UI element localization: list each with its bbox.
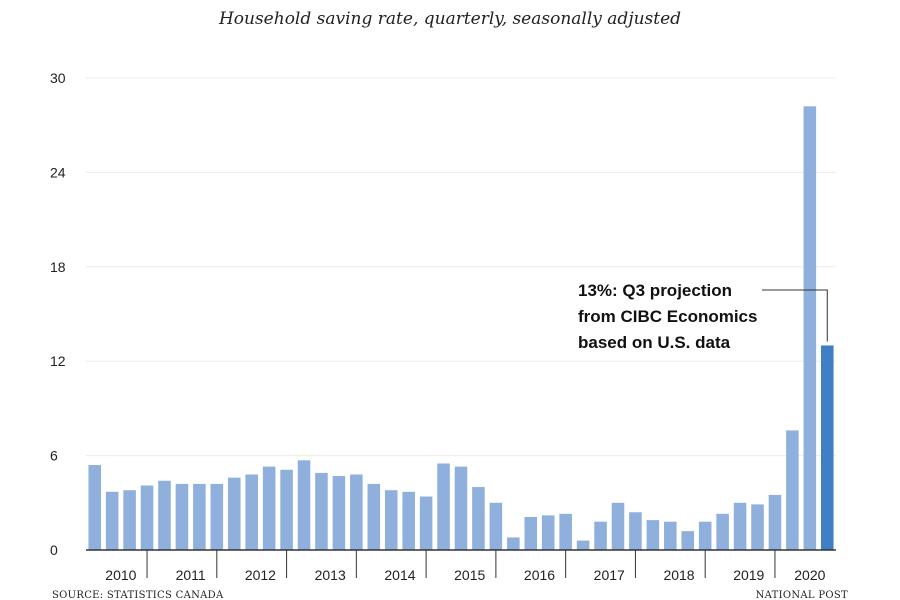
bar — [140, 485, 154, 550]
bar — [437, 463, 450, 550]
bar — [472, 487, 485, 550]
bar — [88, 465, 101, 550]
bar — [524, 516, 538, 550]
annotation: 13%: Q3 projection from CIBC Economics b… — [578, 281, 828, 352]
bar — [227, 477, 241, 550]
x-tick-label: 2018 — [663, 567, 694, 583]
bar — [489, 502, 503, 550]
annotation-line-3: based on U.S. data — [578, 333, 731, 352]
bar — [541, 515, 555, 550]
bar — [419, 496, 433, 550]
bar-projection — [821, 345, 834, 550]
bar — [245, 474, 258, 550]
bar — [681, 531, 695, 550]
x-tick-label: 2017 — [594, 567, 625, 583]
bar — [733, 502, 747, 550]
bar — [384, 490, 398, 550]
bar — [629, 512, 642, 550]
source-note: SOURCE: STATISTICS CANADA — [52, 590, 224, 600]
x-tick-label: 2013 — [315, 567, 346, 583]
x-tick-label: 2019 — [733, 567, 764, 583]
bar — [315, 472, 328, 550]
x-tick-label: 2020 — [794, 567, 825, 583]
bar — [594, 521, 607, 550]
x-tick-label: 2014 — [384, 567, 415, 583]
x-tick-label: 2010 — [105, 567, 136, 583]
bar — [193, 483, 206, 550]
bar — [507, 537, 520, 550]
bars — [88, 106, 834, 550]
bar — [803, 106, 817, 550]
bar — [402, 491, 415, 550]
gridlines — [86, 77, 836, 457]
bar — [158, 480, 171, 550]
x-axis-ticks: 2010 2011 2012 2013 2014 2015 2016 2017 2018 2019… — [105, 550, 826, 583]
bar — [105, 491, 119, 550]
y-tick-label: 30 — [50, 70, 66, 86]
bar — [576, 540, 590, 550]
annotation-line-1: 13%: Q3 projection — [578, 281, 732, 300]
y-axis-ticks: 0 6 12 18 24 30 — [50, 70, 66, 558]
annotation-line-2: from CIBC Economics — [578, 307, 757, 326]
bar — [716, 513, 729, 550]
bar — [768, 494, 782, 550]
bar — [332, 476, 346, 550]
x-tick-label: 2012 — [245, 567, 276, 583]
annotation-leader-line — [762, 289, 828, 342]
x-tick-label: 2011 — [176, 567, 206, 583]
bar — [175, 483, 189, 550]
bar — [297, 460, 311, 550]
bar — [123, 490, 136, 550]
bar — [280, 469, 293, 550]
x-tick-label: 2016 — [524, 567, 555, 583]
bar — [611, 502, 625, 550]
y-tick-label: 18 — [50, 259, 66, 275]
y-tick-label: 6 — [50, 448, 58, 464]
bar — [454, 466, 468, 550]
bar — [786, 430, 799, 550]
y-tick-label: 24 — [50, 164, 66, 180]
bar — [751, 504, 764, 550]
bar — [664, 521, 677, 550]
bar — [262, 466, 276, 550]
bar — [350, 474, 363, 550]
bar — [559, 513, 572, 550]
x-tick-label: 2015 — [454, 567, 485, 583]
bar — [367, 483, 381, 550]
y-tick-label: 12 — [50, 353, 66, 369]
credit-note: NATIONAL POST — [756, 590, 848, 600]
y-tick-label: 0 — [50, 542, 58, 558]
chart-title: Household saving rate, quarterly, season… — [218, 9, 681, 29]
bar — [646, 520, 660, 550]
bar — [210, 483, 224, 550]
bar — [698, 521, 712, 550]
